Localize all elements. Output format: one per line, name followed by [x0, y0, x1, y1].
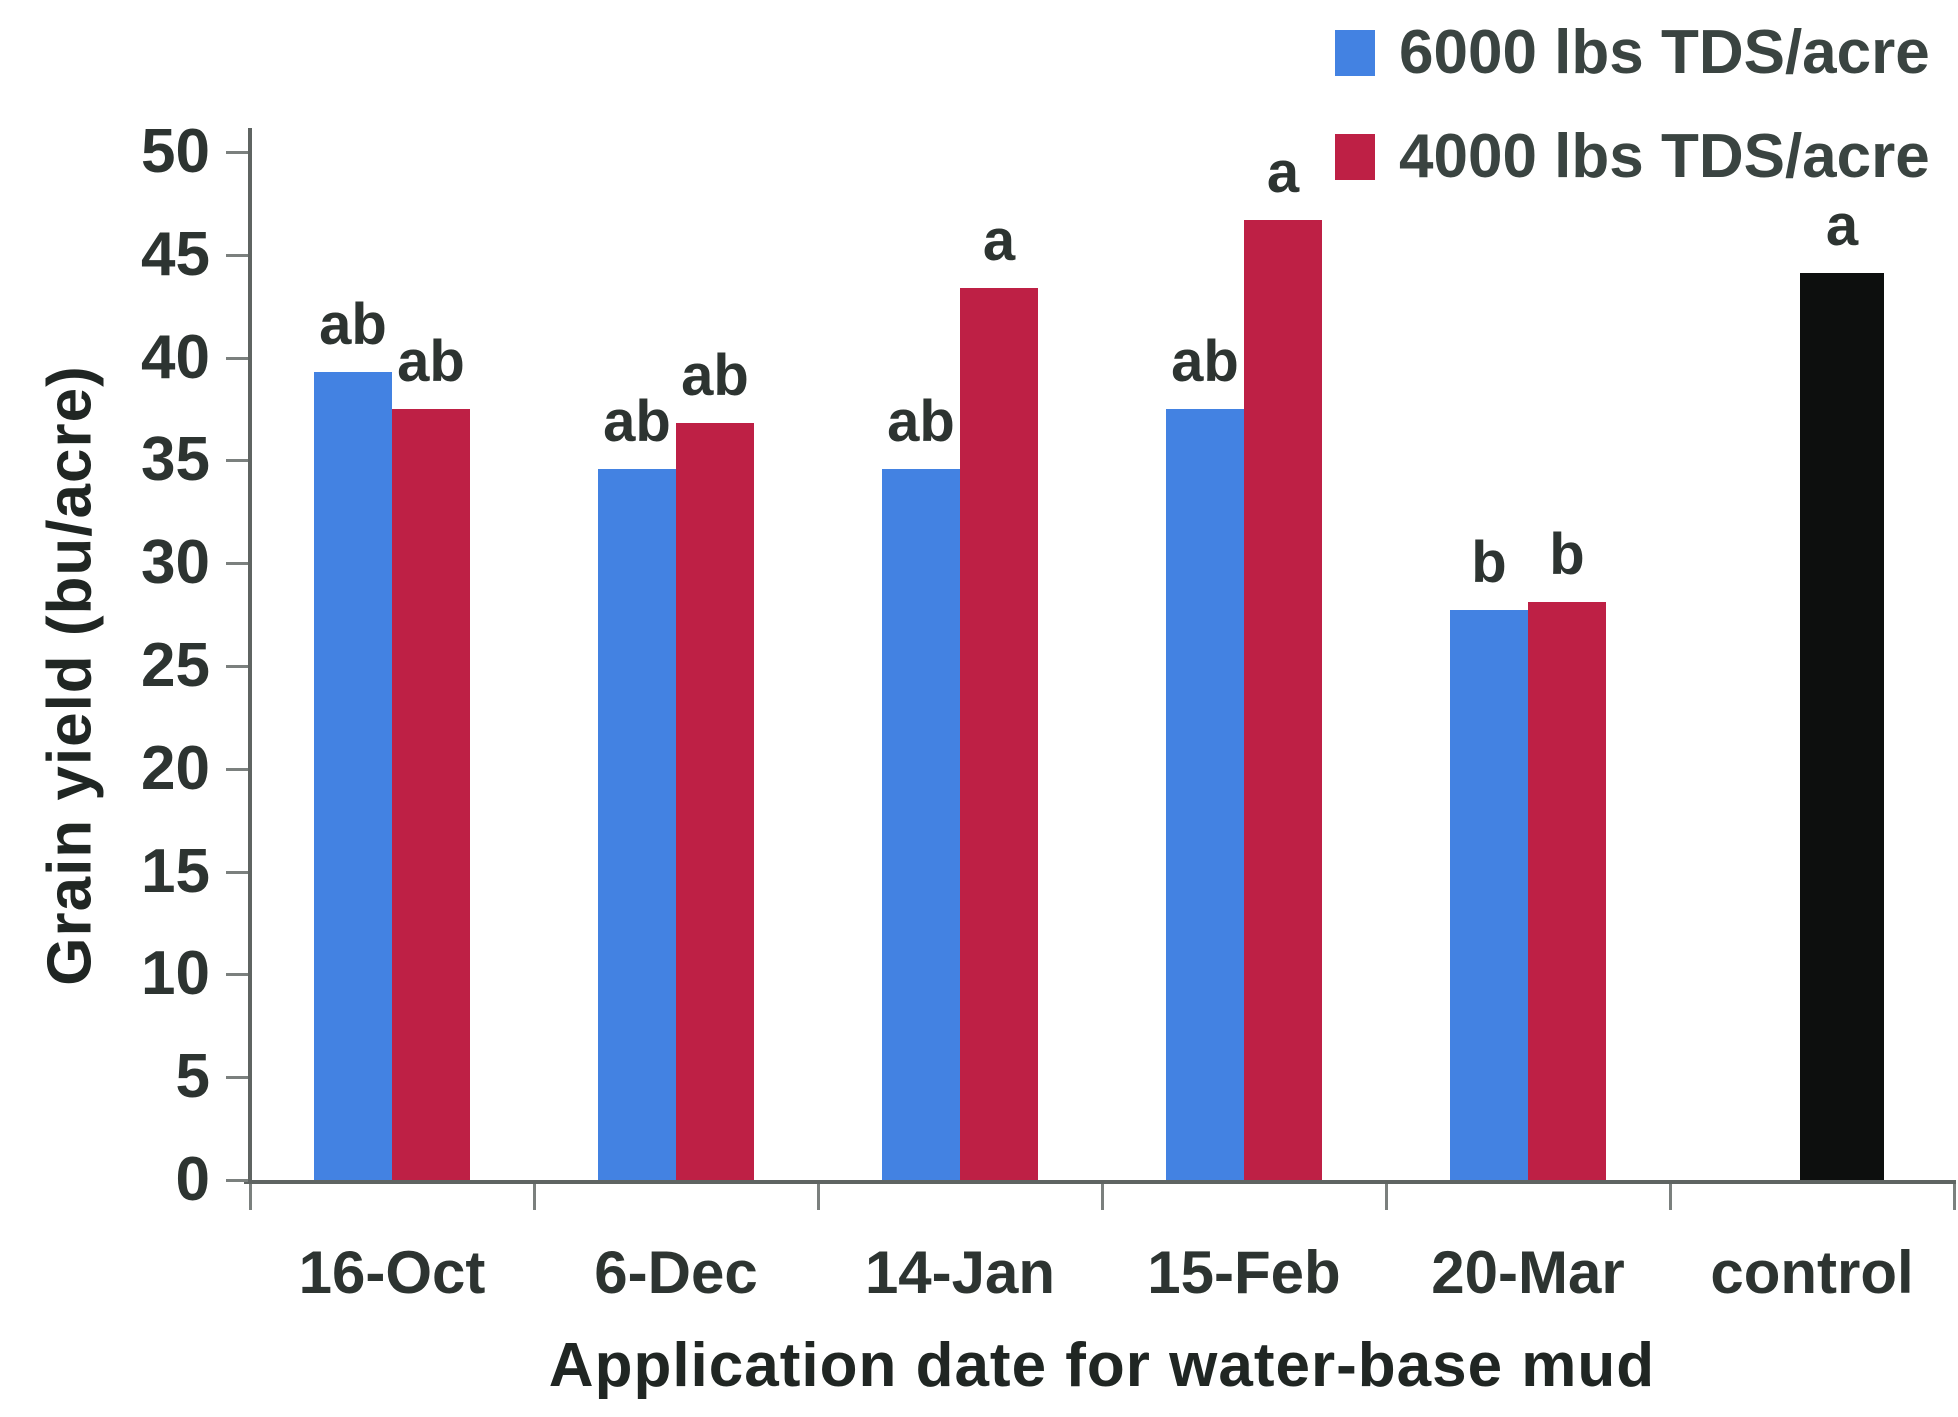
y-axis-tick [226, 973, 248, 977]
legend-item: 6000 lbs TDS/acre [1335, 22, 1930, 84]
x-axis-tick [1100, 1184, 1104, 1210]
bar-16-Oct-4000-lbs-tds-acre [392, 409, 470, 1180]
x-axis-tick [1668, 1184, 1672, 1210]
bar-15-Feb-4000-lbs-tds-acre [1244, 219, 1322, 1180]
y-axis-tick-label: 35 [141, 425, 210, 495]
significance-label: b [1471, 530, 1507, 596]
significance-label: b [1549, 522, 1585, 588]
bar-control-control [1800, 273, 1884, 1180]
legend-label: 4000 lbs TDS/acre [1399, 122, 1930, 191]
legend: 6000 lbs TDS/acre 4000 lbs TDS/acre [1335, 22, 1930, 188]
significance-label: a [1266, 139, 1300, 205]
y-axis-tick [226, 665, 248, 668]
y-axis-tick-label: 20 [141, 733, 210, 803]
significance-label: ab [681, 343, 749, 409]
significance-label: ab [397, 329, 465, 394]
bar-6-Dec-4000-lbs-tds-acre [676, 423, 754, 1180]
x-axis-tick [1384, 1184, 1388, 1210]
x-axis-tick [1952, 1184, 1956, 1210]
y-axis-tick [226, 253, 248, 257]
y-axis-tick [226, 1179, 248, 1182]
bar-20-Mar-4000-lbs-tds-acre [1528, 602, 1606, 1180]
y-axis-tick [226, 459, 248, 463]
significance-label: a [1825, 193, 1859, 259]
y-axis-tick-label: 40 [141, 322, 210, 392]
x-axis-category-label: 20-Mar [1431, 1239, 1625, 1306]
bar-20-Mar-6000-lbs-tds-acre [1450, 610, 1528, 1180]
significance-label: ab [887, 388, 955, 454]
bar-14-Jan-6000-lbs-tds-acre [882, 468, 960, 1180]
x-axis-title: Application date for water-base mud [548, 1331, 1656, 1400]
y-axis-tick-label: 5 [175, 1042, 210, 1112]
x-axis-line [244, 1180, 1956, 1184]
y-axis-tick-label: 15 [141, 836, 210, 906]
y-axis-tick [226, 562, 248, 566]
significance-label: ab [1171, 329, 1239, 394]
y-axis-tick [226, 151, 248, 154]
x-axis-tick [532, 1184, 536, 1210]
legend-label: 6000 lbs TDS/acre [1399, 18, 1930, 87]
x-axis-category-label: 6-Dec [594, 1239, 758, 1306]
y-axis-tick-label: 10 [141, 939, 210, 1009]
y-axis-tick-label: 25 [141, 631, 210, 700]
x-axis-category-label: 16-Oct [298, 1239, 486, 1306]
bar-6-Dec-6000-lbs-tds-acre [598, 468, 676, 1180]
legend-swatch-icon [1335, 30, 1375, 76]
y-axis-tick [226, 870, 248, 874]
bar-16-Oct-6000-lbs-tds-acre [314, 371, 392, 1180]
y-axis-tick [226, 767, 248, 771]
x-axis-tick [248, 1184, 252, 1210]
x-axis-category-label: 15-Feb [1147, 1239, 1341, 1306]
legend-swatch-icon [1335, 134, 1375, 180]
bar-14-Jan-4000-lbs-tds-acre [960, 287, 1038, 1180]
bar-15-Feb-6000-lbs-tds-acre [1166, 409, 1244, 1180]
x-axis-tick [816, 1184, 820, 1210]
legend-item: 4000 lbs TDS/acre [1335, 126, 1930, 188]
x-axis-category-label: 14-Jan [864, 1239, 1056, 1306]
y-axis-tick-label: 45 [141, 219, 210, 289]
y-axis-tick-label: 30 [141, 528, 210, 598]
y-axis-tick [226, 356, 248, 360]
y-axis-tick [226, 1076, 248, 1080]
significance-label: ab [319, 291, 387, 357]
y-axis-line [248, 128, 252, 1184]
y-axis-tick-label: 50 [141, 117, 210, 186]
significance-label: ab [603, 388, 671, 454]
significance-label: a [982, 207, 1016, 273]
y-axis-tick-label: 0 [175, 1145, 210, 1214]
x-axis-category-label: control [1710, 1239, 1914, 1306]
